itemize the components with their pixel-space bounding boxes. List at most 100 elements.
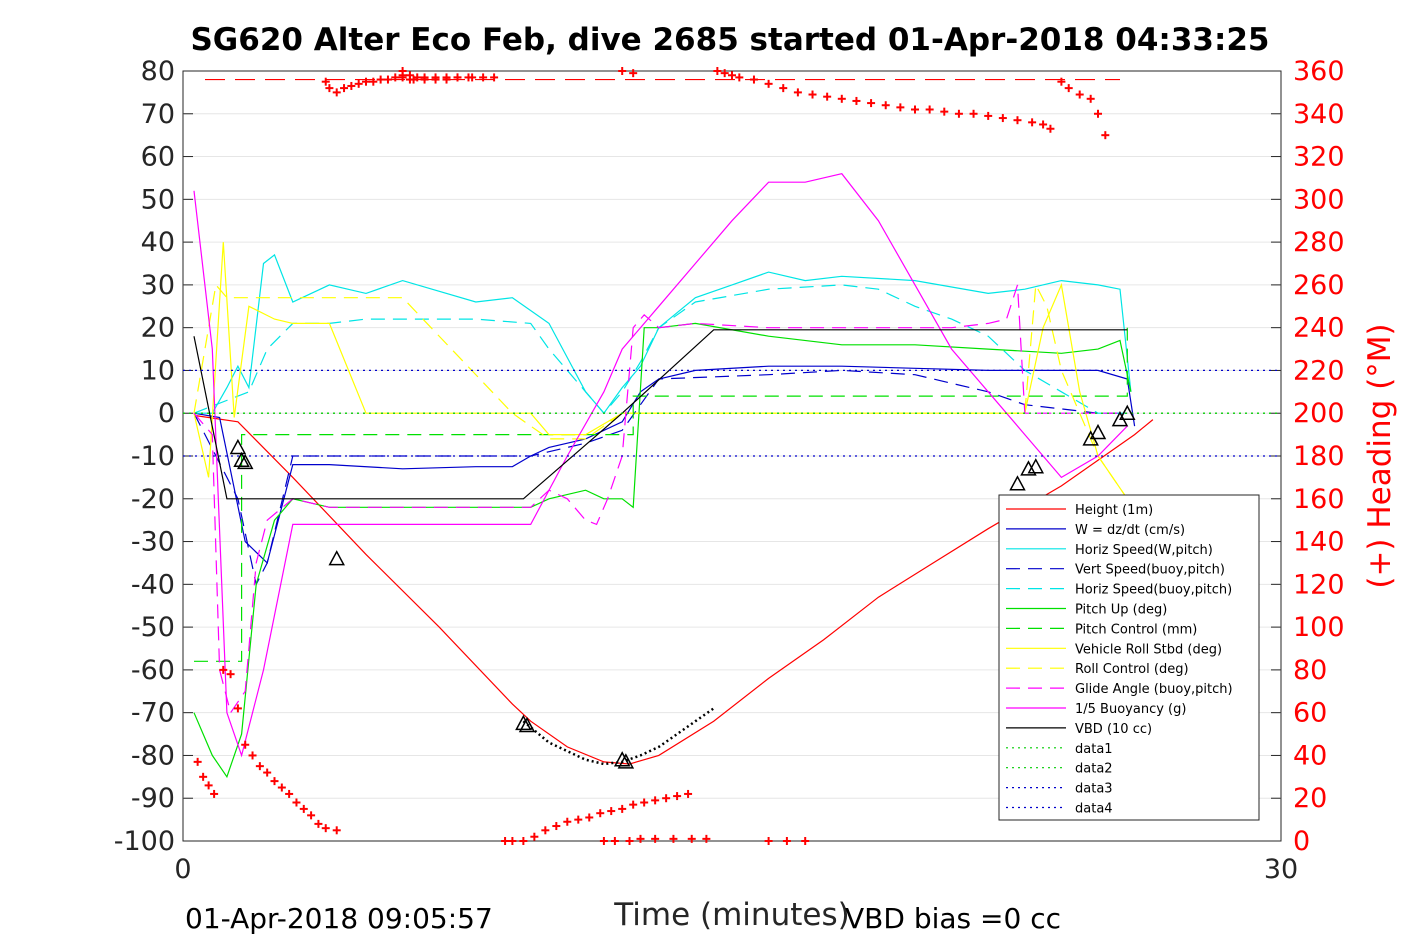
heading-marker	[263, 768, 272, 777]
heading-marker	[596, 809, 605, 818]
triangle-marker	[518, 716, 536, 733]
heading-marker	[1039, 120, 1048, 129]
triangle-marker	[328, 550, 345, 566]
heading-marker	[669, 834, 678, 843]
y2-tick-label: 280	[1293, 227, 1345, 258]
heading-marker	[662, 794, 671, 803]
legend-label-0: Height (1m)	[1075, 503, 1153, 518]
legend-label-9: Glide Angle (buoy,pitch)	[1075, 682, 1233, 697]
chart-title: SG620 Alter Eco Feb, dive 2685 started 0…	[190, 22, 1269, 58]
heading-marker	[764, 837, 773, 845]
y2-tick-label: 80	[1293, 655, 1327, 686]
triangle-marker	[233, 451, 250, 468]
series-line-0	[193, 414, 1154, 765]
footer-vbd-bias: VBD bias =0 cc	[845, 902, 1061, 935]
y2-tick-label: 340	[1293, 99, 1345, 130]
legend-label-4: Horiz Speed(buoy,pitch)	[1075, 583, 1232, 598]
y2-tick-label: 260	[1293, 270, 1345, 301]
y-tick-label: -40	[131, 569, 175, 600]
heading-marker	[684, 789, 693, 798]
heading-marker	[713, 67, 722, 75]
legend-label-5: Pitch Up (deg)	[1075, 603, 1167, 618]
legend-label-3: Vert Speed(buoy,pitch)	[1075, 563, 1225, 578]
triangle-marker	[1009, 475, 1026, 491]
heading-marker	[233, 704, 242, 713]
heading-marker	[867, 99, 876, 108]
legend-label-1: W = dz/dt (cm/s)	[1075, 523, 1185, 538]
heading-marker	[720, 69, 729, 78]
heading-marker	[1094, 109, 1102, 118]
y-axis-right: 3603403203002802602402202001801601401201…	[1271, 56, 1345, 857]
x-tick-label: 0	[174, 854, 191, 885]
y2-tick-label: 20	[1293, 783, 1327, 814]
y-tick-label: 40	[141, 227, 175, 258]
heading-markers	[193, 67, 1120, 845]
y-tick-label: -20	[131, 484, 175, 515]
heading-marker	[687, 834, 696, 843]
heading-marker	[1064, 84, 1073, 93]
heading-marker	[640, 798, 649, 807]
legend-label-14: data3	[1075, 782, 1113, 797]
heading-marker	[728, 71, 736, 80]
heading-marker	[541, 826, 550, 835]
legend-label-8: Roll Control (deg)	[1075, 662, 1189, 677]
y-tick-label: -70	[131, 698, 175, 729]
y2-tick-label: 240	[1293, 313, 1345, 344]
heading-marker	[940, 107, 949, 116]
y-tick-label: 70	[141, 99, 175, 130]
triangle-marker	[515, 714, 532, 731]
y2-tick-label: 140	[1293, 527, 1345, 558]
heading-marker	[896, 103, 905, 112]
legend-label-12: data1	[1075, 742, 1113, 757]
heading-marker	[241, 740, 250, 749]
heading-marker	[398, 71, 407, 80]
legend-label-10: 1/5 Buoyancy (g)	[1075, 702, 1186, 717]
heading-marker	[340, 84, 349, 93]
legend-label-13: data2	[1075, 762, 1113, 777]
heading-marker	[277, 783, 286, 792]
heading-marker	[852, 96, 861, 105]
heading-marker	[226, 670, 235, 679]
heading-marker	[299, 804, 308, 813]
series-line-11	[193, 329, 1128, 500]
heading-marker	[219, 665, 228, 674]
y2-tick-label: 360	[1293, 56, 1345, 87]
series-line-5	[193, 322, 1132, 779]
heading-marker	[1013, 116, 1022, 125]
heading-marker	[618, 804, 627, 813]
heading-marker	[292, 798, 301, 807]
heading-marker	[530, 832, 539, 841]
heading-marker	[625, 837, 634, 845]
y-tick-label: 60	[141, 142, 175, 173]
heading-marker	[801, 837, 810, 845]
y2-tick-label: 200	[1293, 398, 1345, 429]
heading-marker	[618, 67, 627, 75]
heading-marker	[607, 807, 616, 816]
y2-tick-label: 0	[1293, 826, 1310, 857]
series-line-10	[193, 173, 1128, 758]
heading-marker	[984, 111, 993, 120]
legend-label-2: Horiz Speed(W,pitch)	[1075, 543, 1213, 558]
heading-marker	[199, 772, 208, 781]
y-tick-label: 10	[141, 355, 175, 386]
y2-tick-label: 40	[1293, 740, 1327, 771]
x-axis: 0 30	[174, 854, 1298, 885]
y-tick-label: -30	[131, 527, 175, 558]
heading-marker	[1101, 131, 1110, 140]
vbd-dotted-segment	[522, 707, 715, 766]
series-line-8	[193, 282, 1128, 500]
y2-tick-label: 120	[1293, 569, 1345, 600]
heading-marker	[779, 84, 788, 93]
heading-marker	[314, 819, 323, 828]
y2-tick-label: 160	[1293, 484, 1345, 515]
heading-marker	[911, 105, 919, 114]
legend-label-6: Pitch Control (mm)	[1075, 622, 1197, 637]
heading-marker	[431, 73, 440, 82]
heading-marker	[1086, 94, 1095, 103]
heading-marker	[255, 762, 264, 771]
series-line-7	[193, 242, 1128, 500]
triangle-marker	[1119, 404, 1136, 420]
y-tick-label: -80	[131, 740, 175, 771]
heading-marker	[325, 84, 334, 93]
y-tick-label: 50	[141, 184, 175, 215]
